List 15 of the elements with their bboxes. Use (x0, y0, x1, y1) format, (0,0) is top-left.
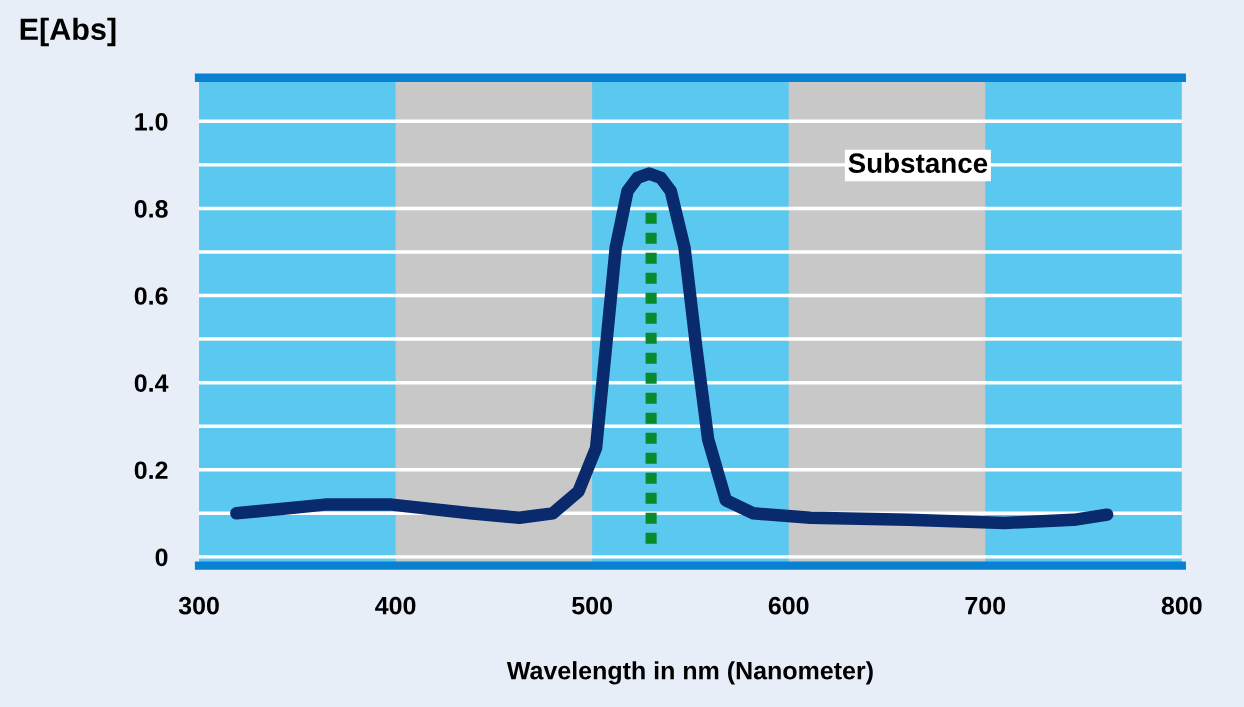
x-tick-label: 300 (178, 596, 219, 615)
y-axis-title: E[Abs] (20, 17, 116, 47)
y-tick-label: 0.6 (134, 287, 168, 305)
y-tick-label: 0.8 (134, 200, 168, 218)
x-tick-label: 700 (965, 596, 1006, 615)
y-tick-label: 1.0 (135, 112, 168, 131)
x-axis-title: Wavelength in nm (Nanometer) (506, 661, 873, 685)
y-tick-label: 0 (155, 548, 168, 567)
y-tick-label: 0.2 (134, 461, 168, 480)
x-tick-label: 400 (375, 596, 416, 615)
annotation: Substance (848, 152, 988, 174)
x-tick-label: 500 (572, 596, 612, 615)
y-tick-label: 0.4 (134, 374, 169, 392)
x-tick-label: 800 (1161, 596, 1202, 615)
x-tick-label: 600 (768, 596, 809, 615)
